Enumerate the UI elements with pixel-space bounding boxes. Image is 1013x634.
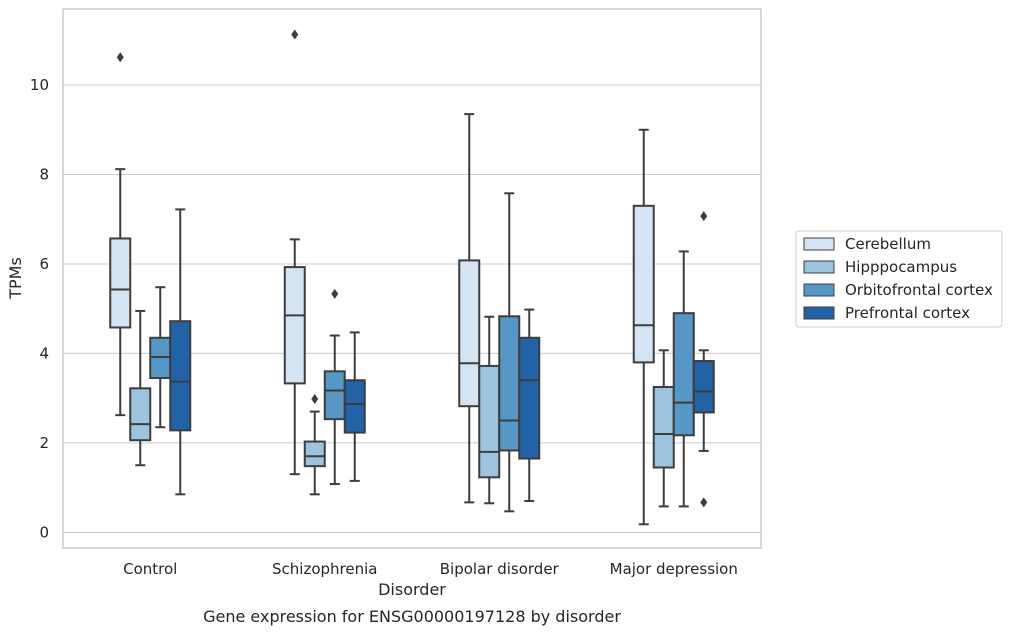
box-orbitofrontal-cortex [672,250,695,508]
outlier-point [700,211,708,222]
outlier-point [700,497,708,508]
x-tick-label: Control [123,560,177,578]
y-tick-label: 4 [39,344,49,362]
legend-label: Orbitofrontal cortex [845,281,993,299]
x-axis-label: Disorder [378,580,446,599]
box-iqr [652,385,675,469]
legend-swatch [803,283,835,297]
box-iqr [692,360,715,414]
plot-frame [62,8,762,549]
x-tick-label: Bipolar disorder [440,560,560,578]
box-iqr [129,387,152,442]
box-iqr [478,364,501,479]
figure-caption: Gene expression for ENSG00000197128 by d… [203,607,621,626]
legend-swatch [803,306,835,320]
box-iqr [169,320,192,432]
box-iqr [498,315,521,452]
box-iqr [323,370,346,421]
outlier-point [116,52,124,63]
y-tick-label: 0 [39,523,49,541]
box-hipppocampus [303,394,326,496]
legend: Cerebellum Hipppocampus Orbitofrontal cort… [795,230,1003,328]
box-iqr [343,379,366,434]
y-tick-label: 8 [39,166,49,184]
box-prefrontal-cortex [169,208,192,496]
y-tick-label: 10 [30,76,49,94]
outlier-point [291,29,299,40]
legend-swatch [803,260,835,274]
y-tick-label: 6 [39,255,49,273]
y-tick-labels: 0 2 4 6 8 10 [30,76,49,541]
box-cerebellum [458,113,481,504]
legend-label: Hipppocampus [845,258,957,276]
legend-label: Prefrontal cortex [845,304,970,322]
x-tick-label: Major depression [610,560,738,578]
outlier-point [331,288,339,299]
box-cerebellum [283,29,306,476]
box-cerebellum [632,128,655,526]
box-hipppocampus [129,309,152,467]
y-axis-label: TPMs [6,257,25,300]
x-tick-labels: Control Schizophrenia Bipolar disorder Majo… [123,560,738,578]
outlier-point [311,394,319,405]
box-prefrontal-cortex [518,308,541,503]
x-tick-label: Schizophrenia [272,560,377,578]
legend-swatch [803,237,835,251]
box-prefrontal-cortex [692,211,715,508]
box-orbitofrontal-cortex [498,192,521,513]
box-iqr [109,237,132,329]
box-iqr [458,259,481,408]
box-iqr [672,312,695,437]
legend-label: Cerebellum [845,235,931,253]
legend-frame [795,230,1003,328]
box-iqr [518,336,541,460]
y-tick-label: 2 [39,434,49,452]
box-cerebellum [109,52,132,417]
boxes-layer [109,29,715,526]
box-iqr [283,266,306,385]
box-hipppocampus [652,349,675,508]
box-iqr [303,440,326,468]
box-iqr [632,204,655,364]
box-prefrontal-cortex [343,331,366,482]
